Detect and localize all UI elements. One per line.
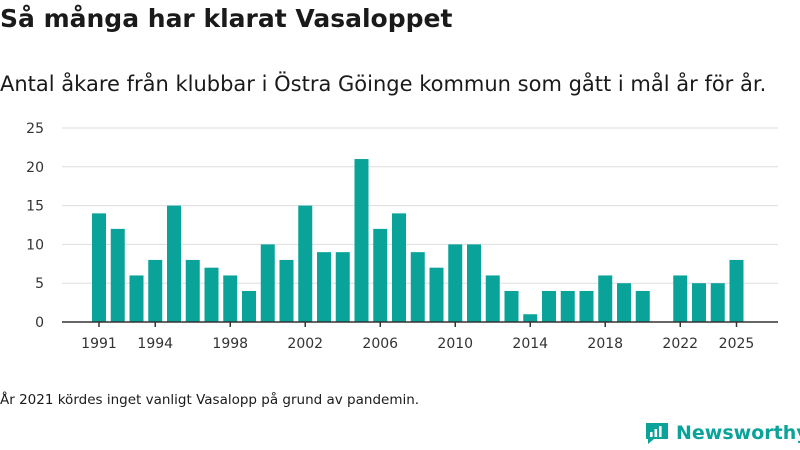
x-tick-label: 2025 (719, 336, 755, 352)
y-tick-label: 15 (26, 199, 44, 215)
bars (92, 159, 744, 322)
x-tick-label: 2022 (662, 336, 698, 352)
chart-title: Så många har klarat Vasaloppet (0, 4, 453, 33)
x-tick-label: 2002 (287, 336, 323, 352)
x-tick-label: 2018 (587, 336, 623, 352)
bar-1999 (242, 290, 256, 322)
bar-2004 (335, 252, 350, 322)
bar-2002 (298, 205, 313, 322)
bar-2024 (710, 283, 725, 322)
bar-2018 (598, 275, 613, 322)
bar-2025 (729, 259, 744, 322)
bar-2010 (448, 244, 463, 322)
y-tick-label: 5 (35, 276, 44, 292)
bar-2016 (560, 290, 575, 322)
bar-2022 (673, 275, 688, 322)
bar-2001 (279, 259, 294, 322)
bar-1992 (110, 228, 125, 322)
bar-1998 (223, 275, 238, 322)
x-tick-label: 1994 (137, 336, 173, 352)
bar-1997 (204, 267, 219, 322)
brand-logo: Newsworthy (644, 420, 800, 446)
bar-2012 (485, 275, 500, 322)
x-tick-label: 1998 (212, 336, 248, 352)
brand-name: Newsworthy (676, 422, 800, 444)
bar-1991 (92, 213, 106, 322)
x-tick-label: 2006 (362, 336, 398, 352)
bar-2003 (317, 252, 331, 322)
x-tick-label: 2014 (512, 336, 548, 352)
y-tick-label: 10 (26, 237, 44, 253)
bar-1993 (129, 275, 144, 322)
bar-2008 (410, 252, 425, 322)
y-tick-label: 0 (35, 315, 44, 331)
bar-2023 (692, 283, 706, 322)
bar-2015 (542, 290, 556, 322)
bar-2019 (617, 283, 631, 322)
y-tick-label: 20 (26, 160, 44, 176)
grid-lines (62, 127, 778, 284)
newsworthy-logo-icon (646, 423, 668, 444)
bar-2000 (260, 244, 275, 322)
bar-2011 (467, 244, 481, 322)
bar-2009 (429, 267, 444, 322)
bar-2014 (523, 314, 538, 322)
bar-2006 (373, 228, 388, 322)
x-axis-labels: 1991 1994 1998 2002 2006 2010 2014 2018 2022 2025 (81, 336, 754, 352)
bar-1995 (167, 205, 181, 322)
bar-2017 (579, 290, 594, 322)
footnote: År 2021 kördes inget vanligt Vasalopp på… (0, 392, 420, 408)
x-axis (62, 321, 778, 327)
bar-2005 (354, 159, 369, 322)
bar-2007 (392, 213, 406, 322)
chart-subtitle: Antal åkare från klubbar i Östra Göinge … (0, 72, 767, 96)
bar-2020 (635, 290, 650, 322)
bar-1994 (148, 259, 163, 322)
x-tick-label: 1991 (81, 336, 117, 352)
x-tick-label: 2010 (437, 336, 473, 352)
bar-2013 (504, 290, 519, 322)
y-axis-labels: 0 5 10 15 20 25 (26, 121, 44, 331)
y-tick-label: 25 (26, 121, 44, 137)
bar-1996 (185, 259, 200, 322)
